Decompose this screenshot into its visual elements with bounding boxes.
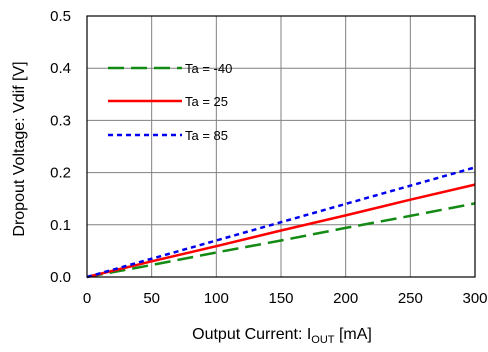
x-tick-label: 300: [462, 290, 487, 307]
x-tick-label: 200: [333, 290, 358, 307]
x-axis-label: Output Current: IOUT [mA]: [192, 326, 372, 346]
x-tick-label: 0: [83, 290, 91, 307]
y-tick-labels: 0.0 0.1 0.2 0.3 0.4 0.5: [50, 8, 71, 286]
legend-label: Ta = 85: [185, 128, 228, 143]
grid-lines: [86, 15, 476, 278]
series-line-1: [86, 202, 476, 279]
x-axis-label-subscript: OUT: [311, 334, 335, 346]
legend-label: Ta = -40: [185, 61, 232, 76]
x-tick-label: 100: [204, 290, 229, 307]
y-tick-label: 0.5: [50, 8, 71, 25]
series-lines: [86, 166, 476, 279]
y-tick-label: 0.1: [50, 217, 71, 234]
legend-label: Ta = 25: [185, 94, 228, 109]
y-tick-label: 0.4: [50, 60, 71, 77]
x-tick-label: 50: [143, 290, 160, 307]
y-tick-label: 0.0: [50, 269, 71, 286]
legend: Ta = -40 Ta = 25 Ta = 85: [108, 61, 232, 143]
x-tick-label: 150: [268, 290, 293, 307]
x-tick-labels: 0 50 100 150 200 250 300: [83, 290, 488, 307]
x-axis-label-main: Output Current: I: [192, 326, 311, 343]
plot-frame: [86, 15, 476, 278]
series-line-2: [86, 183, 476, 279]
series-line-3: [86, 166, 476, 279]
y-tick-label: 0.2: [50, 165, 71, 182]
y-tick-label: 0.3: [50, 112, 71, 129]
x-axis-label-unit: [mA]: [335, 326, 372, 343]
y-axis-label: Dropout Voltage: Vdif [V]: [11, 61, 28, 236]
x-tick-label: 250: [398, 290, 423, 307]
